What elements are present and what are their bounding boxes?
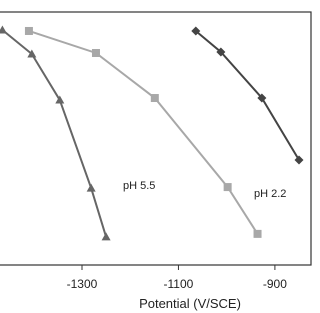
x-axis-label: Potential (V/SCE) — [139, 296, 241, 311]
marker — [223, 183, 232, 192]
annotation: pH 2.2 — [254, 188, 286, 200]
series-line — [195, 30, 300, 161]
marker — [27, 49, 37, 58]
marker — [101, 232, 111, 241]
marker — [91, 48, 100, 57]
chart: Potential (V/SCE) -1300 -1100 -900 pH 5.5 pH… — [0, 11, 312, 311]
marker — [55, 95, 65, 104]
marker — [191, 26, 201, 36]
plot-frame — [0, 11, 312, 266]
x-tick-label: -1300 — [67, 277, 98, 291]
marker — [86, 183, 96, 192]
marker — [150, 94, 159, 103]
x-tick-label: -900 — [263, 277, 287, 291]
marker — [216, 47, 226, 57]
marker — [24, 26, 33, 35]
annotation: pH 5.5 — [123, 180, 155, 192]
series-line — [1, 29, 108, 238]
marker — [253, 229, 262, 238]
series-line — [28, 30, 259, 235]
marker — [0, 25, 7, 34]
marker — [257, 93, 267, 103]
plot-area — [0, 25, 304, 241]
x-tick-label: -1100 — [164, 277, 194, 291]
marker — [294, 155, 304, 165]
